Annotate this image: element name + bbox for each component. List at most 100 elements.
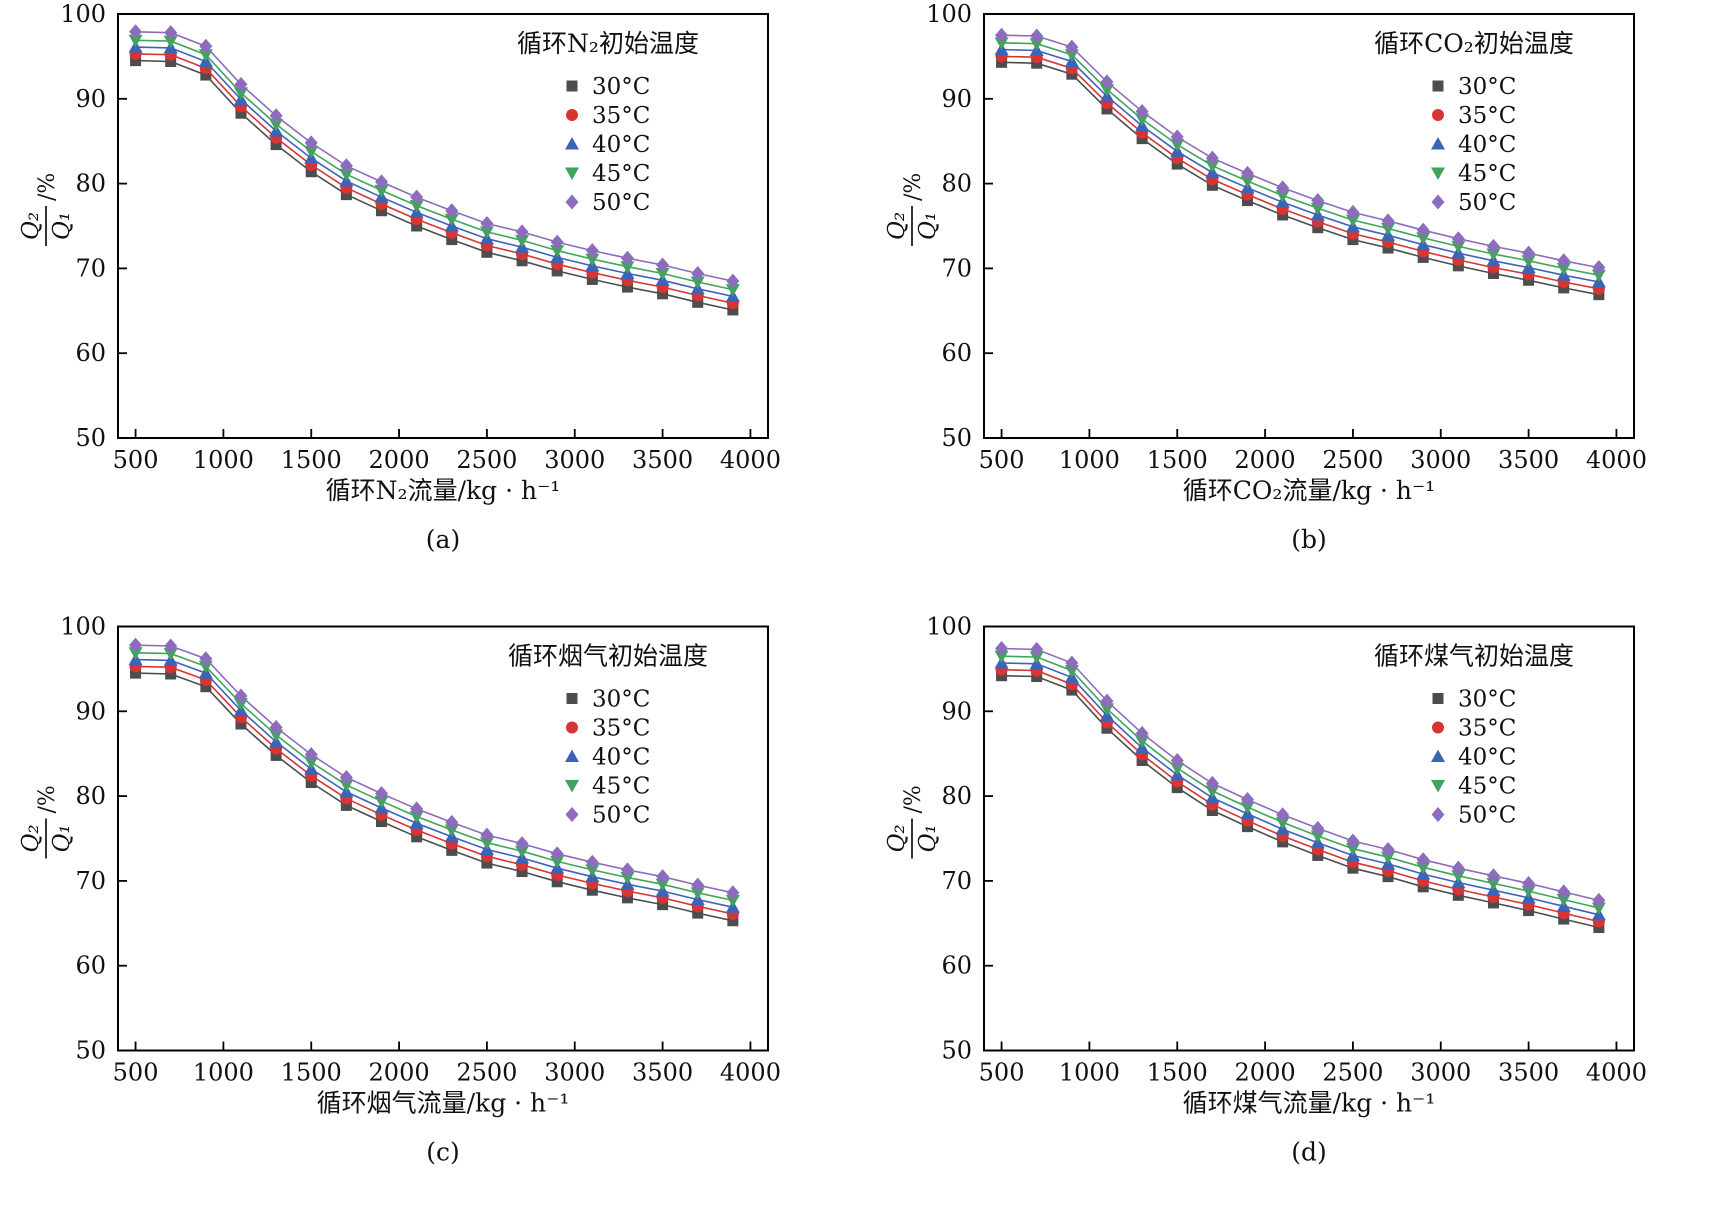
marker-square (586, 884, 598, 896)
marker-triangle-down (269, 729, 284, 743)
marker-diamond (1451, 231, 1465, 247)
legend-marker-triangle-up (1431, 137, 1445, 150)
y-title-denominator: Q₁ (49, 212, 75, 240)
x-tick-label: 3000 (544, 446, 605, 474)
x-tick-label: 2000 (369, 446, 430, 474)
marker-diamond (1486, 868, 1500, 884)
marker-triangle-down (304, 756, 319, 770)
marker-diamond (1100, 74, 1114, 90)
series-45c (128, 647, 740, 908)
legend-label: 50°C (592, 803, 650, 829)
marker-triangle-down (374, 184, 389, 198)
x-tick-label: 2500 (456, 446, 517, 474)
y-title-numerator: Q₂ (18, 212, 44, 240)
marker-diamond (1135, 104, 1149, 120)
marker-square (270, 749, 282, 761)
marker-diamond (1205, 775, 1219, 791)
y-tick-label: 70 (941, 254, 972, 282)
marker-square (481, 857, 493, 869)
marker-triangle-down (994, 650, 1009, 664)
legend-marker-circle (566, 721, 578, 734)
legend-title: 循环烟气初始温度 (508, 642, 708, 671)
series-45c (994, 37, 1606, 283)
marker-triangle-down (444, 824, 459, 838)
marker-diamond (620, 250, 634, 266)
plot-frame (983, 625, 1635, 1052)
marker-triangle-down (1486, 248, 1501, 261)
marker-diamond (656, 257, 670, 273)
legend-marker-square (1432, 80, 1444, 92)
legend-label: 40°C (592, 745, 650, 771)
marker-diamond (1241, 165, 1255, 181)
x-tick-label: 2500 (456, 1059, 517, 1087)
marker-square (481, 246, 493, 258)
marker-square (657, 899, 669, 911)
legend-marker-triangle-up (1431, 749, 1445, 762)
y-tick-label: 50 (941, 424, 972, 452)
series-line-50c (135, 31, 734, 282)
legend-label: 40°C (1458, 745, 1516, 771)
marker-triangle-down (1486, 877, 1501, 891)
x-tick-label: 1000 (193, 446, 254, 474)
y-axis-title: Q₂ Q₁ /% (884, 173, 941, 246)
series-50c (995, 27, 1606, 276)
marker-triangle-down (690, 276, 705, 289)
y-title-numerator: Q₂ (884, 824, 910, 852)
marker-square (235, 718, 247, 730)
marker-square (727, 915, 739, 927)
legend-marker-square (1432, 693, 1444, 704)
x-tick-label: 500 (113, 1059, 159, 1087)
marker-triangle-down (1556, 894, 1571, 907)
marker-diamond (691, 265, 705, 281)
y-tick-label: 90 (75, 697, 106, 725)
marker-diamond (164, 638, 178, 654)
marker-diamond (445, 203, 459, 219)
marker-square (305, 777, 317, 789)
legend-label: 45°C (1458, 774, 1516, 800)
legend-label: 50°C (1458, 190, 1516, 216)
y-axis-title: Q₂ Q₁ /% (18, 173, 75, 246)
x-tick-label: 1000 (193, 1059, 254, 1087)
x-tick-label: 3000 (1410, 1059, 1471, 1087)
y-tick-label: 60 (75, 952, 106, 980)
y-title-denominator: Q₁ (915, 212, 941, 240)
marker-diamond (164, 25, 178, 41)
series-45c (128, 34, 740, 297)
marker-square (692, 296, 704, 308)
x-tick-label: 2000 (369, 1059, 430, 1087)
marker-diamond (1592, 892, 1606, 908)
x-tick-label: 1500 (1147, 1059, 1208, 1087)
y-tick-label: 80 (941, 170, 972, 198)
marker-diamond (1311, 193, 1325, 209)
x-axis-title: 循环烟气流量/kg · h⁻¹ (317, 1089, 570, 1118)
marker-triangle-down (620, 872, 635, 885)
marker-diamond (304, 135, 318, 151)
marker-diamond (1486, 238, 1500, 254)
x-tick-label: 500 (979, 446, 1025, 474)
y-tick-label: 90 (941, 697, 972, 725)
panel-caption: (d) (1291, 1138, 1327, 1167)
marker-triangle-down (994, 37, 1009, 50)
plot-frame (117, 625, 769, 1052)
legend-label: 40°C (592, 132, 650, 158)
legend: 循环N₂初始温度 30°C 35°C 40°C 45°C 50°C (517, 29, 699, 216)
marker-square (516, 866, 528, 878)
marker-triangle-down (1029, 651, 1044, 665)
marker-diamond (129, 637, 143, 653)
legend-marker-triangle-up (565, 749, 579, 762)
marker-triangle-down (725, 284, 740, 297)
marker-diamond (234, 688, 248, 704)
marker-square (446, 234, 458, 246)
marker-square (692, 907, 704, 919)
marker-square (376, 205, 388, 217)
y-title-suffix: /% (901, 173, 926, 201)
marker-triangle-down (1451, 870, 1466, 883)
y-tick-label: 90 (75, 85, 106, 113)
x-tick-label: 500 (979, 1059, 1025, 1087)
marker-diamond (445, 814, 459, 830)
legend-title: 循环煤气初始温度 (1374, 642, 1574, 671)
marker-triangle-down (1310, 830, 1325, 843)
marker-diamond (515, 836, 529, 852)
legend: 循环CO₂初始温度 30°C 35°C 40°C 45°C 50°C (1374, 29, 1574, 216)
marker-triangle-down (515, 845, 530, 859)
